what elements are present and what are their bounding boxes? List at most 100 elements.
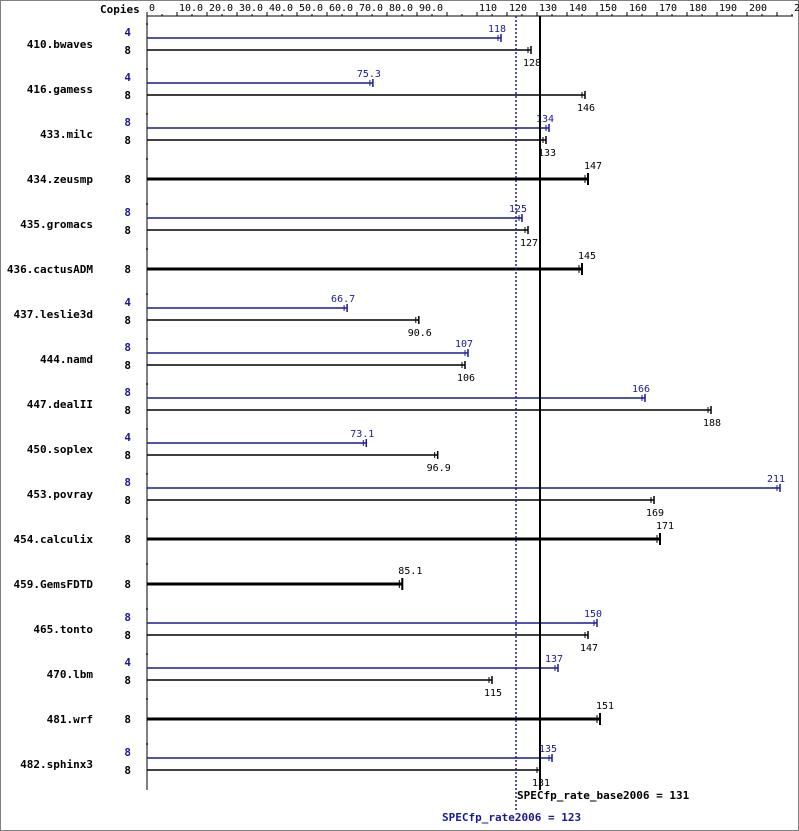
x-tick-label: 180 bbox=[689, 3, 707, 14]
peak-value-label: 107 bbox=[455, 339, 473, 350]
benchmark-label: 434.zeusmp bbox=[27, 173, 94, 186]
result-value-label: 151 bbox=[596, 701, 614, 712]
benchmark-label: 444.namd bbox=[40, 353, 93, 366]
x-tick-label: 30.0 bbox=[239, 3, 263, 14]
benchmark-label: 450.soplex bbox=[27, 443, 94, 456]
x-tick-label: 110 bbox=[479, 3, 497, 14]
peak-value-label: 75.3 bbox=[357, 69, 381, 80]
x-tick-label: 170 bbox=[659, 3, 677, 14]
x-tick-label: 120 bbox=[509, 3, 527, 14]
base-summary-label: SPECfp_rate_base2006 = 131 bbox=[517, 789, 690, 802]
x-tick-label: 140 bbox=[569, 3, 587, 14]
peak-copies-label: 8 bbox=[124, 341, 131, 354]
peak-copies-label: 8 bbox=[124, 476, 131, 489]
base-value-label: 96.9 bbox=[427, 463, 451, 474]
base-value-label: 146 bbox=[577, 103, 595, 114]
peak-copies-label: 4 bbox=[124, 71, 131, 84]
x-tick-label: 70.0 bbox=[359, 3, 383, 14]
benchmark-label: 465.tonto bbox=[33, 623, 93, 636]
peak-value-label: 137 bbox=[545, 654, 563, 665]
peak-value-label: 135 bbox=[539, 744, 557, 755]
peak-copies-label: 4 bbox=[124, 296, 131, 309]
base-copies-label: 8 bbox=[124, 89, 131, 102]
base-copies-label: 8 bbox=[124, 494, 131, 507]
peak-value-label: 66.7 bbox=[331, 294, 355, 305]
result-value-label: 147 bbox=[584, 161, 602, 172]
peak-summary-label: SPECfp_rate2006 = 123 bbox=[442, 811, 581, 824]
peak-value-label: 134 bbox=[536, 114, 554, 125]
base-copies-label: 8 bbox=[124, 359, 131, 372]
result-value-label: 145 bbox=[578, 251, 596, 262]
x-tick-label: 80.0 bbox=[389, 3, 413, 14]
benchmark-label: 410.bwaves bbox=[27, 38, 93, 51]
x-tick-label: 160 bbox=[629, 3, 647, 14]
x-tick-label: 215 bbox=[794, 3, 799, 14]
x-tick-label: 0 bbox=[149, 3, 155, 14]
base-copies-label: 8 bbox=[124, 44, 131, 57]
peak-copies-label: 4 bbox=[124, 656, 131, 669]
peak-value-label: 211 bbox=[767, 474, 785, 485]
benchmark-label: 433.milc bbox=[40, 128, 93, 141]
benchmark-label: 437.leslie3d bbox=[14, 308, 93, 321]
benchmark-label: 436.cactusADM bbox=[7, 263, 93, 276]
x-axis-title: Copies bbox=[100, 3, 140, 16]
x-tick-label: 60.0 bbox=[329, 3, 353, 14]
x-tick-label: 10.0 bbox=[179, 3, 203, 14]
base-copies-label: 8 bbox=[124, 134, 131, 147]
base-copies-label: 8 bbox=[124, 449, 131, 462]
base-value-label: 128 bbox=[523, 58, 541, 69]
base-value-label: 127 bbox=[520, 238, 538, 249]
base-value-label: 115 bbox=[484, 688, 502, 699]
x-tick-label: 190 bbox=[719, 3, 737, 14]
benchmark-label: 453.povray bbox=[27, 488, 94, 501]
copies-label: 8 bbox=[124, 578, 131, 591]
peak-copies-label: 4 bbox=[124, 26, 131, 39]
peak-value-label: 73.1 bbox=[350, 429, 374, 440]
peak-copies-label: 8 bbox=[124, 611, 131, 624]
x-tick-label: 130 bbox=[539, 3, 557, 14]
copies-label: 8 bbox=[124, 173, 131, 186]
benchmark-label: 481.wrf bbox=[47, 713, 93, 726]
x-tick-label: 150 bbox=[599, 3, 617, 14]
peak-value-label: 118 bbox=[488, 24, 506, 35]
base-value-label: 188 bbox=[703, 418, 721, 429]
base-copies-label: 8 bbox=[124, 404, 131, 417]
benchmark-label: 454.calculix bbox=[14, 533, 94, 546]
base-copies-label: 8 bbox=[124, 224, 131, 237]
peak-copies-label: 8 bbox=[124, 746, 131, 759]
base-value-label: 147 bbox=[580, 643, 598, 654]
x-tick-label: 20.0 bbox=[209, 3, 233, 14]
peak-value-label: 125 bbox=[509, 204, 527, 215]
base-copies-label: 8 bbox=[124, 629, 131, 642]
benchmark-label: 459.GemsFDTD bbox=[14, 578, 94, 591]
peak-value-label: 150 bbox=[584, 609, 602, 620]
benchmark-label: 416.gamess bbox=[27, 83, 93, 96]
base-value-label: 169 bbox=[646, 508, 664, 519]
benchmark-label: 435.gromacs bbox=[20, 218, 93, 231]
benchmark-label: 447.dealII bbox=[27, 398, 93, 411]
peak-copies-label: 8 bbox=[124, 206, 131, 219]
benchmark-label: 470.lbm bbox=[47, 668, 94, 681]
peak-value-label: 166 bbox=[632, 384, 650, 395]
result-value-label: 171 bbox=[656, 521, 674, 532]
base-value-label: 90.6 bbox=[408, 328, 432, 339]
base-value-label: 106 bbox=[457, 373, 475, 384]
base-copies-label: 8 bbox=[124, 314, 131, 327]
result-value-label: 85.1 bbox=[398, 566, 422, 577]
x-tick-label: 50.0 bbox=[299, 3, 323, 14]
peak-copies-label: 8 bbox=[124, 386, 131, 399]
benchmark-label: 482.sphinx3 bbox=[20, 758, 93, 771]
x-tick-label: 40.0 bbox=[269, 3, 293, 14]
peak-copies-label: 4 bbox=[124, 431, 131, 444]
x-tick-label: 90.0 bbox=[419, 3, 443, 14]
x-tick-label: 200 bbox=[749, 3, 767, 14]
copies-label: 8 bbox=[124, 533, 131, 546]
copies-label: 8 bbox=[124, 713, 131, 726]
base-copies-label: 8 bbox=[124, 764, 131, 777]
copies-label: 8 bbox=[124, 263, 131, 276]
base-copies-label: 8 bbox=[124, 674, 131, 687]
base-value-label: 133 bbox=[538, 148, 556, 159]
